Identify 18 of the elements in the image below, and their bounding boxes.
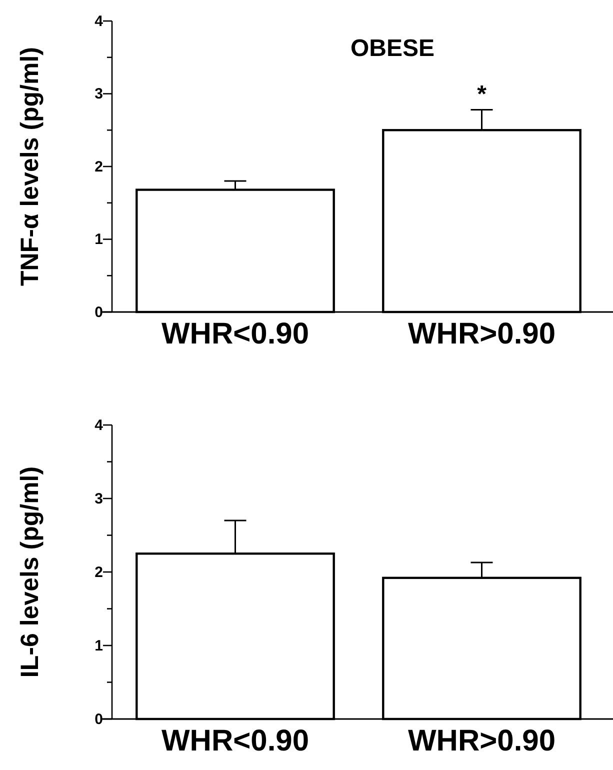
y-axis-title: IL-6 levels (pg/ml) — [16, 466, 44, 678]
y-tick-label: 1 — [94, 637, 103, 654]
x-tick-label: WHR<0.90 — [161, 318, 310, 350]
y-tick-label: 3 — [94, 86, 103, 103]
y-tick-label: 2 — [94, 564, 103, 581]
y-tick-label: 1 — [94, 231, 103, 248]
x-tick-label: WHR<0.90 — [161, 724, 310, 758]
y-tick-label: 2 — [94, 158, 103, 176]
y-tick-label: 0 — [94, 710, 103, 728]
y-tick-label: 4 — [94, 416, 104, 434]
y-axis-title: TNF-α levels (pg/ml) — [16, 46, 44, 286]
y-tick-label: 0 — [94, 304, 103, 321]
x-tick-label: WHR>0.90 — [408, 724, 556, 758]
x-tick-label: WHR>0.90 — [408, 318, 556, 350]
y-tick-label: 3 — [94, 490, 103, 508]
text: OBESE — [350, 35, 435, 62]
annotation: * — [477, 80, 488, 108]
y-tick-label: 4 — [94, 12, 104, 30]
